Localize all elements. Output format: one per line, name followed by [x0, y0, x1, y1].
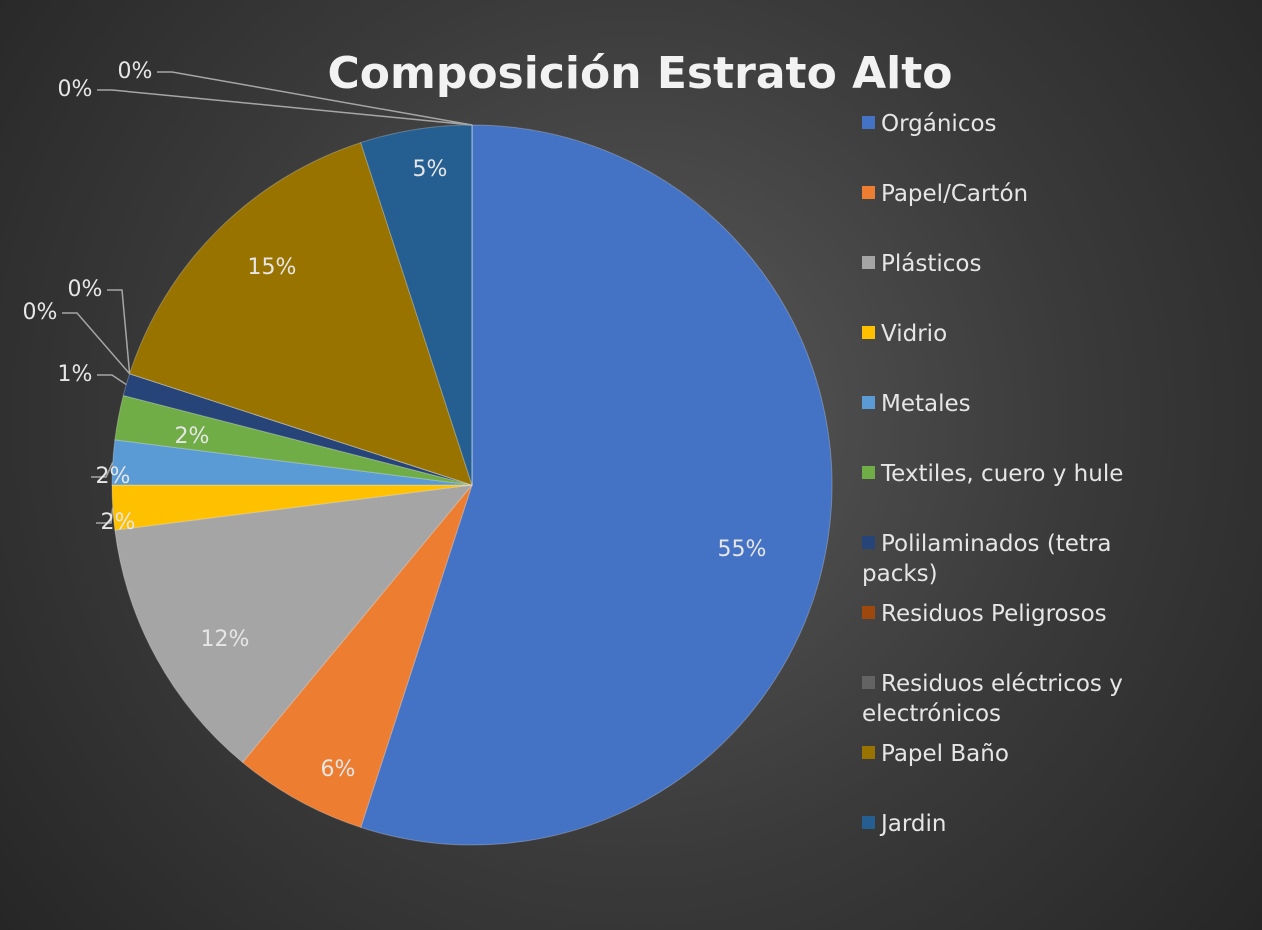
leader-line: [97, 374, 127, 386]
pie-slice: [360, 124, 833, 846]
leader-line: [107, 289, 131, 374]
legend-swatch: [862, 326, 875, 339]
legend-swatch: [862, 746, 875, 759]
legend-entry: Textiles, cuero y hule: [862, 459, 1152, 489]
legend-label: Jardin: [881, 811, 947, 837]
legend-label: Papel/Cartón: [881, 181, 1029, 207]
legend-entry: Metales: [862, 389, 1152, 419]
pie-slice: [241, 484, 473, 829]
data-label: 2%: [96, 464, 131, 489]
data-label: 5%: [413, 157, 448, 182]
data-label: 12%: [201, 627, 250, 652]
chart-title: Composición Estrato Alto: [327, 48, 952, 99]
pie-slice: [111, 439, 473, 486]
data-label: 0%: [68, 277, 103, 302]
legend-entry: Orgánicos: [862, 109, 1152, 139]
legend-label: Textiles, cuero y hule: [881, 461, 1124, 487]
legend-label: Residuos eléctricos y electrónicos: [862, 671, 1123, 727]
legend-label: Papel Baño: [881, 741, 1009, 767]
legend-entry: Jardin: [862, 809, 1152, 839]
legend-label: Vidrio: [881, 321, 948, 347]
data-label: 0%: [118, 59, 153, 84]
data-label: 6%: [321, 757, 356, 782]
legend-swatch: [862, 536, 875, 549]
legend-entry: Plásticos: [862, 249, 1152, 279]
leader-line: [97, 89, 473, 126]
legend-label: Plásticos: [881, 251, 982, 277]
legend-swatch: [862, 116, 875, 129]
legend-entry: Vidrio: [862, 319, 1152, 349]
legend-swatch: [862, 816, 875, 829]
legend-swatch: [862, 676, 875, 689]
legend-swatch: [862, 256, 875, 269]
legend-entry: Papel/Cartón: [862, 179, 1152, 209]
data-label: 2%: [175, 424, 210, 449]
leader-line: [91, 462, 114, 478]
legend-swatch: [862, 396, 875, 409]
pie-slice: [114, 484, 474, 764]
legend-swatch: [862, 186, 875, 199]
legend-label: Polilaminados (tetra packs): [862, 531, 1112, 587]
leader-line: [96, 507, 114, 524]
legend-swatch: [862, 606, 875, 619]
data-label: 55%: [718, 537, 767, 562]
leader-line: [157, 71, 473, 126]
data-label: 0%: [58, 77, 93, 102]
legend-label: Metales: [881, 391, 971, 417]
legend-entry: Papel Baño: [862, 739, 1152, 769]
pie-slice: [114, 394, 473, 486]
legend-entry: Residuos eléctricos y electrónicos: [862, 669, 1152, 729]
leader-line: [62, 312, 131, 375]
legend-entry: Residuos Peligrosos: [862, 599, 1152, 629]
legend-label: Orgánicos: [881, 111, 997, 137]
data-label: 15%: [248, 255, 297, 280]
data-label: 0%: [23, 300, 58, 325]
legend-label: Residuos Peligrosos: [881, 601, 1107, 627]
pie-slice: [128, 141, 473, 486]
data-label: 1%: [58, 362, 93, 387]
pie-slice: [122, 373, 473, 486]
data-label: 2%: [101, 510, 136, 535]
legend-entry: Polilaminados (tetra packs): [862, 529, 1152, 589]
legend-swatch: [862, 466, 875, 479]
